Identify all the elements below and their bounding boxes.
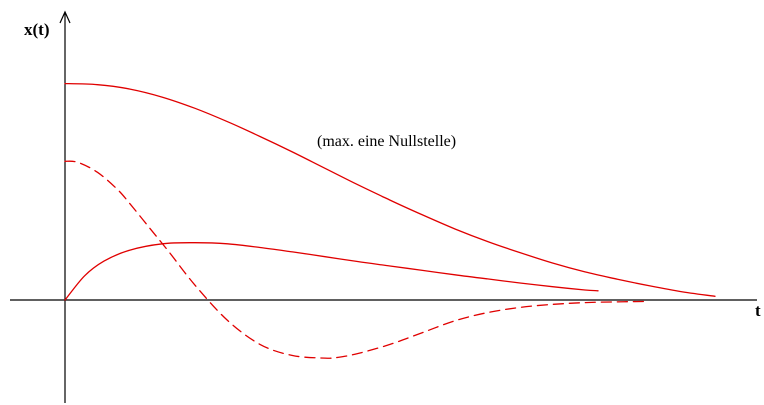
annotation-text: (max. eine Nullstelle) <box>317 133 456 150</box>
series-line-3-dashed <box>64 160 645 359</box>
series-layer <box>64 82 716 359</box>
x-axis-label: t <box>755 301 761 320</box>
y-axis-label: x(t) <box>24 20 49 39</box>
series-line-2 <box>64 242 599 301</box>
axes <box>10 10 757 403</box>
y-axis-arrowhead <box>59 10 71 24</box>
series-line-1 <box>64 82 716 297</box>
